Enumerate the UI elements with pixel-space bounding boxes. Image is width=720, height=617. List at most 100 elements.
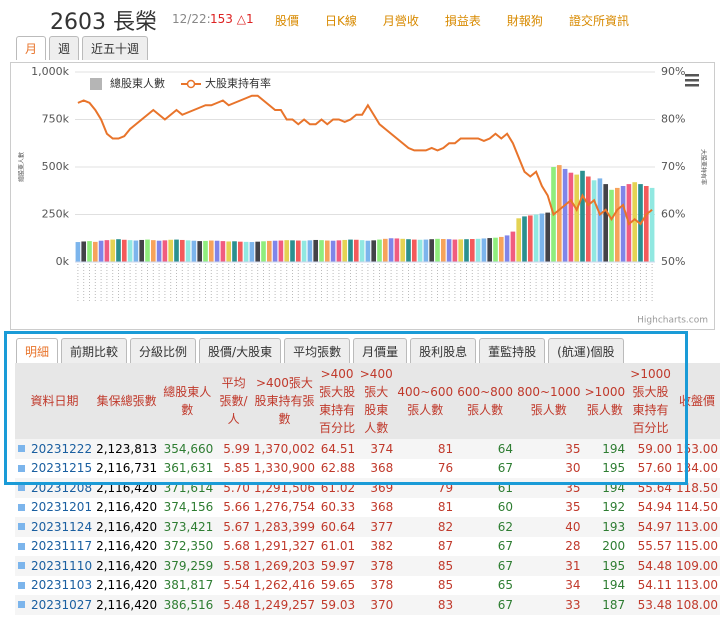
table-cell: 20231222 [15,439,94,459]
column-header: >1000張大股東持有百分比 [630,367,671,435]
table-cell: 368 [370,500,394,515]
y-tick-label: 250k [42,208,70,221]
table-cell: 87 [437,539,454,554]
period-tabs: 月週近五十週 [16,36,149,60]
table-cell: 187 [602,597,626,612]
column-header: >400張大股東持有張數 [254,376,315,426]
legend-label: 大股東持有率 [205,76,271,90]
nav-link[interactable]: 證交所資訊 [568,14,629,28]
table-tab[interactable]: 明細 [16,338,59,364]
table-cell: 374 [370,441,394,456]
table-cell: 115.00 [676,539,718,554]
table-cell: 81 [437,441,454,456]
table-cell: 83 [437,597,454,612]
bar [243,241,249,262]
bar [614,187,620,262]
nav-link[interactable]: 股價 [275,14,300,28]
bar [203,240,208,262]
nav-link[interactable]: 財報狗 [506,14,543,28]
y2-tick-label: 90% [661,65,685,78]
bar [139,239,145,262]
y-tick-label: 0k [56,255,70,268]
bar [406,239,411,262]
quote-date: 12/22: [172,12,211,26]
table-cell: 2,123,813 [96,441,158,456]
table-cell: 20231201 [15,498,94,518]
bar [377,239,382,262]
bar [162,240,168,262]
period-tab[interactable]: 週 [49,36,80,60]
table-tab[interactable]: (航運)個股 [548,338,624,364]
table-cell: 370 [370,597,394,612]
table-cell: 28 [565,539,581,554]
table-tab[interactable]: 股利股息 [410,338,477,364]
table-cell: 35 [565,500,581,515]
bar [75,242,81,262]
table-cell: 2,116,420 [96,558,158,573]
bar [92,241,98,262]
bar [197,241,203,262]
table-cell: 76 [437,461,454,476]
table-cell: 2,116,420 [96,597,158,612]
legend-swatch [90,78,102,90]
table-tab[interactable]: 前期比較 [61,338,128,364]
table-cell: 378 [370,578,394,593]
table-cell: 59.97 [320,558,356,573]
bar [284,240,290,262]
table-cell: 54.11 [637,578,672,593]
nav-link[interactable]: 損益表 [444,14,481,28]
holder-table: 資料日期 集保總張數 總股東人數 平均張數/人 >400張大股東持有張數 >400張大股東… [15,363,720,615]
table-tab[interactable]: 平均張數 [284,338,351,364]
table-cell: 20231117 [15,537,94,557]
bar [574,174,580,262]
table-cell: 114.50 [676,500,718,515]
bar [458,239,464,262]
bar [255,241,261,262]
bar [487,238,493,262]
table-tab[interactable]: 董監持股 [479,338,546,364]
table-cell: 55.57 [637,539,672,554]
y2-tick-label: 60% [661,208,685,221]
period-tab[interactable]: 月 [16,36,47,60]
table-row: 20231215 2,116,731 361,631 5.85 1,330,900 62.… [15,458,720,478]
credit: Highcharts.com [637,316,708,326]
nav-link[interactable]: 月營收 [382,14,419,28]
quote-price: 153 △1 [210,12,254,26]
table-tab[interactable]: 分級比例 [130,338,197,364]
table-cell: 57.60 [637,461,672,476]
table-cell: 60.64 [320,519,356,534]
bar [220,241,226,262]
bar [580,170,585,262]
bar [145,239,150,262]
table-row: 20231110 2,116,420 379,259 5.58 1,269,203 59.… [15,556,720,576]
table-cell: 372,350 [163,539,214,554]
nav-link[interactable]: 日K線 [325,14,357,28]
column-header: >1000張人數 [584,385,626,417]
table-cell: 31 [565,558,581,573]
period-tab[interactable]: 近五十週 [82,36,149,60]
bar [359,240,365,262]
table-row: 20231201 2,116,420 374,156 5.66 1,276,754 60.… [15,497,720,518]
bar [632,182,638,262]
table-cell: 2,116,420 [96,578,158,593]
bar [481,238,487,262]
table-tabs: 明細 前期比較 分級比例 股價/大股東 平均張數 月價量 股利股息 董監持股 (航運)個股 [16,338,624,364]
menu-icon[interactable] [685,74,699,87]
table-row: 20231117 2,116,420 372,350 5.68 1,291,327 61.… [15,536,720,557]
bar [516,218,522,262]
y2-tick-label: 80% [661,113,685,126]
bar [440,239,446,262]
bar [620,186,626,262]
table-tab[interactable]: 股價/大股東 [199,338,282,364]
table-tab[interactable]: 月價量 [353,338,408,364]
y2-tick-label: 70% [661,160,685,173]
table-cell: 1,269,203 [253,558,315,573]
bar [597,178,603,262]
y-axis-title: 總股東人數 [18,152,26,182]
line [77,94,653,226]
bar [493,237,498,262]
table-cell: 382 [370,539,394,554]
column-header: 800~1000張人數 [517,385,581,417]
legend-label: 總股東人數 [110,76,165,90]
